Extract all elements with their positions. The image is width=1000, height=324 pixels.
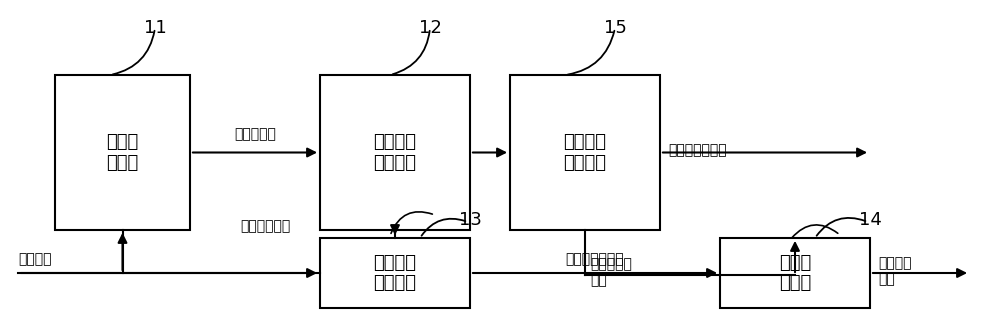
- Text: 突发数据
获取部件: 突发数据 获取部件: [374, 254, 416, 292]
- Text: 同步头判定位置: 同步头判定位置: [668, 144, 727, 157]
- Text: 最值获
取部件: 最值获 取部件: [106, 133, 139, 172]
- Bar: [55, 75, 190, 230]
- Text: 11: 11: [144, 19, 166, 37]
- Bar: [320, 238, 470, 308]
- Text: 13: 13: [459, 211, 481, 229]
- Bar: [510, 75, 660, 230]
- Text: 整突发采样数据: 整突发采样数据: [566, 252, 624, 266]
- Text: 第一位置
滤波部件: 第一位置 滤波部件: [374, 133, 416, 172]
- Text: 最大值位置: 最大值位置: [234, 128, 276, 142]
- Text: 14: 14: [859, 211, 881, 229]
- Text: 第二位置
滤波部件: 第二位置 滤波部件: [564, 133, 606, 172]
- Bar: [720, 238, 870, 308]
- Text: 12: 12: [419, 19, 441, 37]
- Text: 取数起始位置: 取数起始位置: [240, 219, 290, 233]
- Text: 接收数据: 接收数据: [18, 252, 52, 266]
- Text: 重建数据
输出: 重建数据 输出: [878, 256, 912, 286]
- Text: 滤波位置分
数位: 滤波位置分 数位: [590, 258, 632, 288]
- Bar: [320, 75, 470, 230]
- Text: 插值滤
波部件: 插值滤 波部件: [779, 254, 811, 292]
- Text: 15: 15: [604, 19, 626, 37]
